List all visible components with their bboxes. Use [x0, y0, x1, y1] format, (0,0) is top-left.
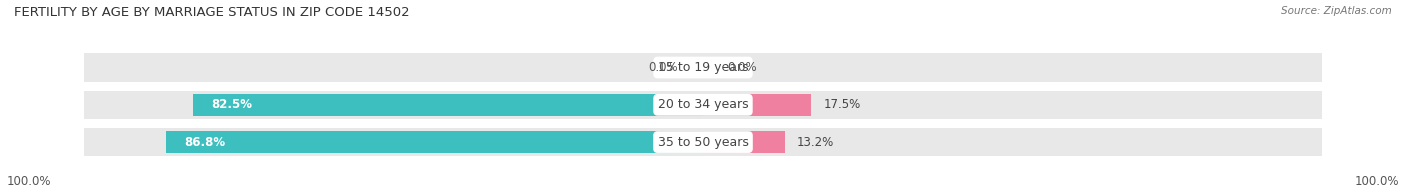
Text: 82.5%: 82.5% — [211, 98, 252, 111]
Bar — [693, 57, 703, 78]
Bar — [84, 91, 1322, 119]
Bar — [703, 57, 713, 78]
Text: 100.0%: 100.0% — [1354, 175, 1399, 188]
Bar — [703, 94, 811, 116]
Text: 15 to 19 years: 15 to 19 years — [658, 61, 748, 74]
Bar — [703, 131, 785, 153]
Text: 13.2%: 13.2% — [797, 136, 834, 149]
Text: 86.8%: 86.8% — [184, 136, 226, 149]
Text: 17.5%: 17.5% — [824, 98, 860, 111]
Bar — [166, 131, 703, 153]
Text: 20 to 34 years: 20 to 34 years — [658, 98, 748, 111]
Text: 35 to 50 years: 35 to 50 years — [658, 136, 748, 149]
Bar — [84, 53, 1322, 82]
Text: FERTILITY BY AGE BY MARRIAGE STATUS IN ZIP CODE 14502: FERTILITY BY AGE BY MARRIAGE STATUS IN Z… — [14, 6, 409, 19]
Text: 100.0%: 100.0% — [7, 175, 52, 188]
Text: Source: ZipAtlas.com: Source: ZipAtlas.com — [1281, 6, 1392, 16]
Text: 0.0%: 0.0% — [728, 61, 758, 74]
Bar — [193, 94, 703, 116]
Bar — [84, 128, 1322, 156]
Text: 0.0%: 0.0% — [648, 61, 678, 74]
